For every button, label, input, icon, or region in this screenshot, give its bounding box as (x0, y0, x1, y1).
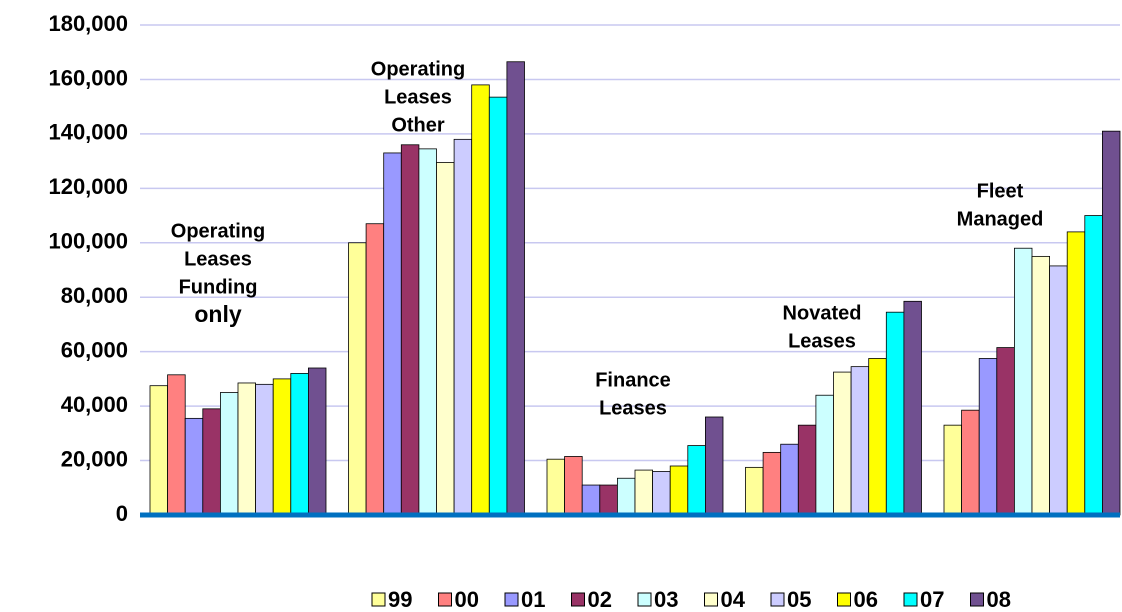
bar (436, 162, 455, 516)
bar (903, 300, 922, 516)
bar (705, 416, 724, 516)
bar (202, 408, 221, 516)
bar (488, 96, 508, 516)
bar (255, 383, 274, 516)
bar (237, 382, 257, 516)
bar (1031, 255, 1051, 516)
annotation: only (194, 301, 241, 327)
bar (762, 451, 782, 516)
bar (149, 385, 169, 516)
annotation: Finance (595, 369, 671, 391)
y-tick-label: 80,000 (61, 283, 128, 308)
bar (400, 144, 420, 516)
bar (780, 443, 799, 516)
legend-swatch (637, 592, 652, 607)
y-tick-label: 40,000 (61, 392, 128, 417)
bar (307, 367, 327, 516)
bar (383, 152, 402, 516)
y-tick-label: 20,000 (61, 446, 128, 471)
bar (669, 465, 689, 516)
bar (546, 458, 566, 516)
bar (1102, 130, 1121, 516)
legend-swatch (837, 592, 851, 607)
bar (365, 223, 385, 516)
bar (833, 371, 852, 516)
legend-swatch (438, 592, 452, 607)
bar (453, 138, 473, 516)
bar (1014, 247, 1033, 516)
bar (745, 466, 764, 516)
bar (167, 374, 186, 516)
legend-swatch (704, 592, 718, 607)
annotation: Leases (599, 397, 667, 419)
bar (996, 347, 1015, 516)
legend-label: 00 (455, 587, 479, 612)
legend-label: 05 (787, 587, 811, 612)
bar (850, 366, 870, 516)
legend-label: 07 (920, 587, 944, 612)
bar (978, 358, 998, 516)
bar (652, 471, 671, 516)
annotation: Fleet (977, 180, 1024, 202)
bar (815, 394, 834, 516)
bar (581, 484, 601, 516)
annotation: Leases (384, 86, 452, 108)
legend-label: 08 (987, 587, 1011, 612)
annotation: Novated (783, 302, 862, 324)
bar (418, 148, 437, 516)
annotation: Operating (371, 58, 465, 80)
bar (348, 242, 367, 516)
y-tick-label: 180,000 (48, 11, 128, 36)
y-tick-label: 0 (116, 501, 128, 526)
legend-swatch (504, 592, 519, 607)
annotation: Other (391, 114, 445, 136)
bar (943, 424, 963, 516)
bar (634, 469, 654, 516)
annotation: Managed (957, 208, 1044, 230)
y-tick-label: 120,000 (48, 174, 128, 199)
y-tick-label: 100,000 (48, 229, 128, 254)
legend-swatch (970, 592, 984, 607)
bar (1084, 215, 1103, 516)
y-tick-label: 140,000 (48, 120, 128, 145)
bar (885, 311, 905, 516)
bar (1066, 231, 1086, 516)
bar (599, 484, 618, 516)
legend-label: 03 (654, 587, 678, 612)
bar (471, 84, 490, 516)
bar (617, 477, 636, 516)
bar (272, 378, 292, 516)
bar (868, 358, 887, 516)
annotation: Leases (788, 330, 856, 352)
bar (687, 445, 706, 516)
legend-label: 01 (521, 587, 545, 612)
legend-label: 99 (388, 587, 412, 612)
annotation: Funding (179, 276, 258, 298)
y-tick-label: 160,000 (48, 65, 128, 90)
annotation: Leases (184, 248, 252, 270)
annotation: Operating (171, 220, 265, 242)
bar (184, 417, 204, 516)
bar (219, 392, 239, 516)
legend-swatch (770, 592, 785, 607)
legend-swatch (371, 592, 386, 607)
bar (797, 424, 817, 516)
legend-label: 04 (721, 587, 746, 612)
bar (290, 373, 309, 516)
legend-label: 06 (854, 587, 878, 612)
y-tick-label: 60,000 (61, 337, 128, 362)
legend-label: 02 (588, 587, 612, 612)
legend-swatch (903, 592, 918, 607)
bar (1049, 265, 1068, 516)
bar (506, 61, 525, 516)
bar (961, 409, 980, 516)
legend-swatch (571, 592, 585, 607)
bar (564, 456, 583, 516)
